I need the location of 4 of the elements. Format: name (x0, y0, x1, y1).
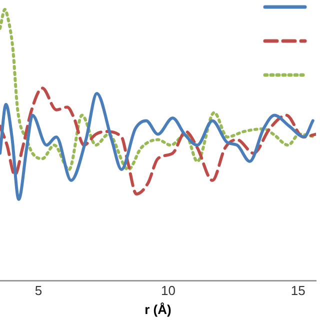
x-axis-title: r (Å) (144, 302, 172, 317)
x-tick-label: 10 (161, 283, 176, 298)
x-tick-label: 15 (290, 283, 306, 298)
x-tick-label: 5 (34, 283, 42, 298)
